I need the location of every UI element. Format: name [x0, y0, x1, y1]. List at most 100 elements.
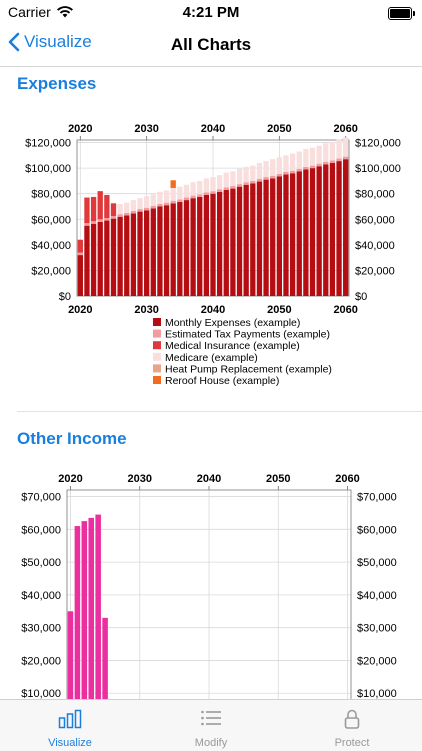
bar-monthly [263, 179, 269, 296]
legend-label: Heat Pump Replacement (example) [165, 363, 332, 375]
tab-label-visualize: Visualize [48, 737, 92, 749]
status-left: Carrier [8, 4, 73, 20]
bar-estimated_tax [223, 187, 229, 190]
bar-estimated_tax [283, 171, 289, 175]
bar-medicare [203, 178, 210, 193]
section-divider [17, 411, 422, 412]
bar-medicare [270, 159, 276, 176]
y-tick-label-left: $60,000 [21, 524, 61, 536]
bar-monthly [77, 255, 83, 296]
y-tick-label-left: $40,000 [31, 240, 71, 252]
y-tick-label-left: $10,000 [21, 688, 61, 700]
y-tick-label-left: $20,000 [31, 265, 71, 277]
status-bar: Carrier 4:21 PM [0, 0, 422, 28]
y-tick-label-left: $0 [59, 291, 71, 303]
bar-monthly [316, 166, 322, 296]
bar-medicare [283, 155, 289, 172]
bar-monthly [323, 164, 329, 296]
y-tick-label-right: $80,000 [355, 189, 395, 201]
bar-estimated_tax [343, 156, 349, 160]
bar-estimated_tax [210, 191, 216, 194]
bar-estimated_tax [163, 202, 170, 206]
bar-monthly [336, 161, 342, 296]
bar-medicare [170, 187, 176, 201]
bar-estimated_tax [316, 163, 322, 167]
y-tick-label-right: $30,000 [357, 623, 397, 635]
status-time: 4:21 PM [182, 4, 240, 21]
bar-medicare [130, 200, 137, 211]
bar-medicare [197, 180, 203, 195]
list-icon [201, 710, 221, 726]
tab-modify[interactable]: Modify [141, 700, 281, 751]
bar-other_income [102, 617, 108, 700]
bar-other_income [67, 611, 74, 700]
bar-estimated_tax [144, 207, 150, 211]
y-tick-label-right: $120,000 [355, 138, 401, 150]
legend-swatch [153, 341, 161, 350]
bar-monthly [163, 205, 170, 296]
bar-monthly [223, 189, 229, 296]
bar-medical [110, 203, 117, 217]
y-tick-label-left: $40,000 [21, 590, 61, 602]
bar-estimated_tax [170, 200, 176, 204]
bar-estimated_tax [256, 179, 263, 182]
bar-monthly [329, 163, 336, 296]
back-button[interactable]: Visualize [8, 32, 92, 52]
carrier-label: Carrier [8, 4, 51, 20]
y-tick-label-right: $20,000 [355, 265, 395, 277]
bar-medicare [223, 172, 229, 188]
bar-estimated_tax [77, 252, 83, 256]
bar-medicare [236, 168, 243, 185]
bar-medicare [263, 161, 269, 178]
plot-frame [66, 489, 352, 700]
bar-estimated_tax [124, 212, 130, 216]
bar-medicare [117, 203, 123, 215]
bar-monthly [97, 221, 103, 296]
y-tick-label-right: $50,000 [357, 557, 397, 569]
x-tick-label-top: 2040 [197, 473, 221, 485]
bar-medicare [336, 139, 342, 159]
bar-medicare [210, 177, 216, 192]
expenses-chart: $0 $0 $20,000 $20,000 $40,000 $40,000 $60,000 $… [25, 123, 401, 387]
bar-monthly [283, 174, 289, 296]
bar-estimated_tax [137, 209, 143, 212]
y-tick-label-right: $40,000 [357, 590, 397, 602]
lock-icon [344, 709, 360, 729]
tab-visualize[interactable]: Visualize [0, 700, 140, 751]
bar-estimated_tax [117, 214, 123, 217]
bar-medicare [183, 184, 190, 198]
bar-medicare [276, 157, 282, 174]
bar-medical [97, 191, 103, 220]
legend-swatch [153, 329, 161, 338]
bar-estimated_tax [130, 210, 137, 214]
bar-medicare [343, 137, 349, 157]
bar-monthly [130, 213, 137, 296]
bar-medicare [124, 202, 130, 213]
x-tick-label-top: 2040 [201, 123, 225, 135]
navigation-bar: Visualize All Charts [0, 28, 422, 67]
bar-medical [90, 196, 97, 222]
bar-medicare [150, 194, 156, 206]
bar-monthly [137, 211, 143, 296]
bar-monthly [90, 223, 97, 296]
bar-estimated_tax [336, 158, 342, 162]
bar-estimated_tax [110, 216, 117, 219]
bar-medicare [216, 175, 223, 190]
bar-reroof [170, 180, 176, 188]
bar-medicare [144, 196, 150, 208]
bar-monthly [236, 186, 243, 296]
bar-monthly [84, 225, 90, 296]
tab-protect[interactable]: Protect [282, 700, 422, 751]
x-tick-label-top: 2060 [333, 123, 357, 135]
bar-estimated_tax [309, 165, 316, 169]
bar-medicare [190, 182, 196, 196]
bar-estimated_tax [276, 173, 282, 177]
bar-chart-icon [58, 709, 82, 729]
bar-monthly [256, 181, 263, 296]
bar-medicare [243, 166, 249, 183]
bar-other_income [88, 517, 95, 700]
tab-label-modify: Modify [194, 737, 228, 749]
y-tick-label-right: $20,000 [357, 655, 397, 667]
bar-medicare [163, 190, 170, 203]
bar-medicare [137, 198, 143, 210]
